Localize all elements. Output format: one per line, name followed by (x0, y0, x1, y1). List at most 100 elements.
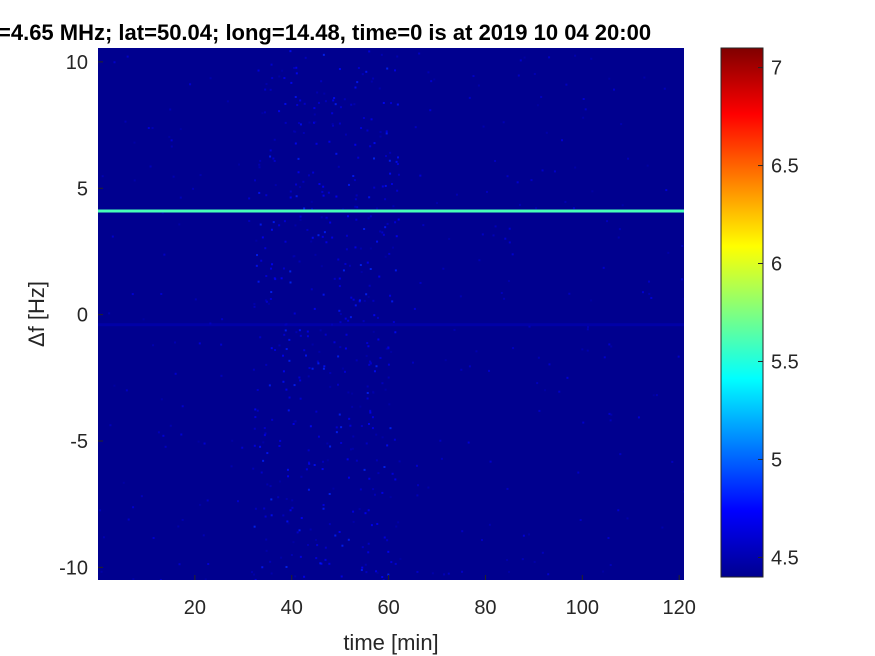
noise-speck (198, 342, 201, 345)
noise-speck (431, 572, 434, 575)
noise-speck (149, 165, 152, 168)
noise-speck (355, 194, 358, 197)
noise-speck (271, 263, 274, 266)
noise-speck (280, 277, 283, 280)
noise-speck (253, 444, 256, 447)
noise-speck (113, 384, 116, 387)
noise-speck (637, 416, 640, 419)
noise-speck (173, 341, 176, 344)
noise-speck (221, 318, 224, 321)
noise-speck (131, 293, 134, 296)
noise-speck (354, 205, 357, 208)
noise-speck (293, 312, 296, 315)
noise-speck (271, 418, 274, 421)
noise-speck (349, 424, 352, 427)
noise-speck (345, 234, 348, 237)
noise-speck (285, 388, 288, 391)
noise-speck (376, 240, 379, 243)
noise-speck (396, 189, 399, 192)
noise-speck (179, 128, 182, 131)
noise-speck (442, 267, 445, 270)
noise-speck (313, 107, 316, 110)
noise-speck (396, 103, 399, 106)
noise-speck (648, 292, 651, 295)
noise-speck (608, 412, 611, 415)
noise-speck (318, 350, 321, 353)
noise-speck (273, 160, 276, 163)
noise-speck (157, 431, 160, 434)
noise-speck (338, 122, 341, 125)
noise-speck (181, 518, 184, 521)
noise-speck (372, 391, 375, 394)
noise-speck (359, 488, 362, 491)
noise-speck (367, 551, 370, 554)
noise-speck (500, 292, 503, 295)
noise-speck (321, 235, 324, 238)
noise-speck (536, 104, 539, 107)
noise-speck (140, 495, 143, 498)
noise-speck (199, 503, 202, 506)
colorbar-ticks: 7 6.5 6 5.5 5 4.5 (758, 58, 799, 569)
noise-speck (414, 126, 417, 129)
noise-speck (320, 265, 323, 268)
noise-speck (390, 102, 393, 105)
noise-speck (359, 264, 362, 267)
noise-speck (397, 218, 400, 221)
noise-speck (373, 314, 376, 317)
noise-speck (453, 328, 456, 331)
noise-speck (338, 413, 341, 416)
noise-speck (192, 187, 195, 190)
noise-speck (267, 302, 270, 305)
noise-speck (102, 536, 105, 539)
colorbar-tick-label: 5.5 (771, 351, 799, 373)
noise-speck (508, 227, 511, 230)
noise-speck (309, 528, 312, 531)
noise-speck (608, 77, 611, 80)
noise-speck (354, 143, 357, 146)
noise-speck (379, 130, 382, 133)
noise-speck (663, 87, 666, 90)
noise-speck (152, 536, 155, 539)
noise-speck (160, 292, 163, 295)
noise-speck (590, 57, 593, 60)
noise-speck (565, 83, 568, 86)
noise-speck (133, 179, 136, 182)
noise-speck (320, 562, 323, 565)
noise-speck (99, 509, 102, 512)
noise-speck (266, 483, 269, 486)
chart-title: =4.65 MHz; lat=50.04; long=14.48, time=0… (0, 20, 651, 45)
noise-speck (603, 356, 606, 359)
noise-speck (394, 221, 397, 224)
noise-speck (586, 349, 589, 352)
noise-speck (373, 186, 376, 189)
noise-speck (671, 460, 674, 463)
noise-speck (322, 460, 325, 463)
noise-speck (254, 408, 257, 411)
noise-speck (352, 520, 355, 523)
noise-speck (328, 562, 331, 565)
noise-speck (351, 392, 354, 395)
noise-speck (332, 487, 335, 490)
noise-speck (608, 343, 611, 346)
noise-speck (265, 194, 268, 197)
noise-speck (365, 354, 368, 357)
noise-speck (362, 117, 365, 120)
noise-speck (264, 247, 267, 250)
noise-speck (260, 259, 263, 262)
noise-speck (294, 420, 297, 423)
noise-speck (311, 207, 314, 210)
noise-speck (472, 75, 475, 78)
noise-speck (386, 539, 389, 542)
noise-speck (320, 80, 323, 83)
noise-speck (101, 175, 104, 178)
noise-speck (444, 359, 447, 362)
x-tick-label: 80 (474, 597, 496, 619)
noise-speck (447, 572, 450, 575)
noise-speck (351, 405, 354, 408)
noise-speck (379, 135, 382, 138)
noise-speck (292, 422, 295, 425)
noise-speck (340, 575, 343, 578)
noise-speck (577, 471, 580, 474)
noise-speck (207, 563, 210, 566)
noise-speck (348, 264, 351, 267)
